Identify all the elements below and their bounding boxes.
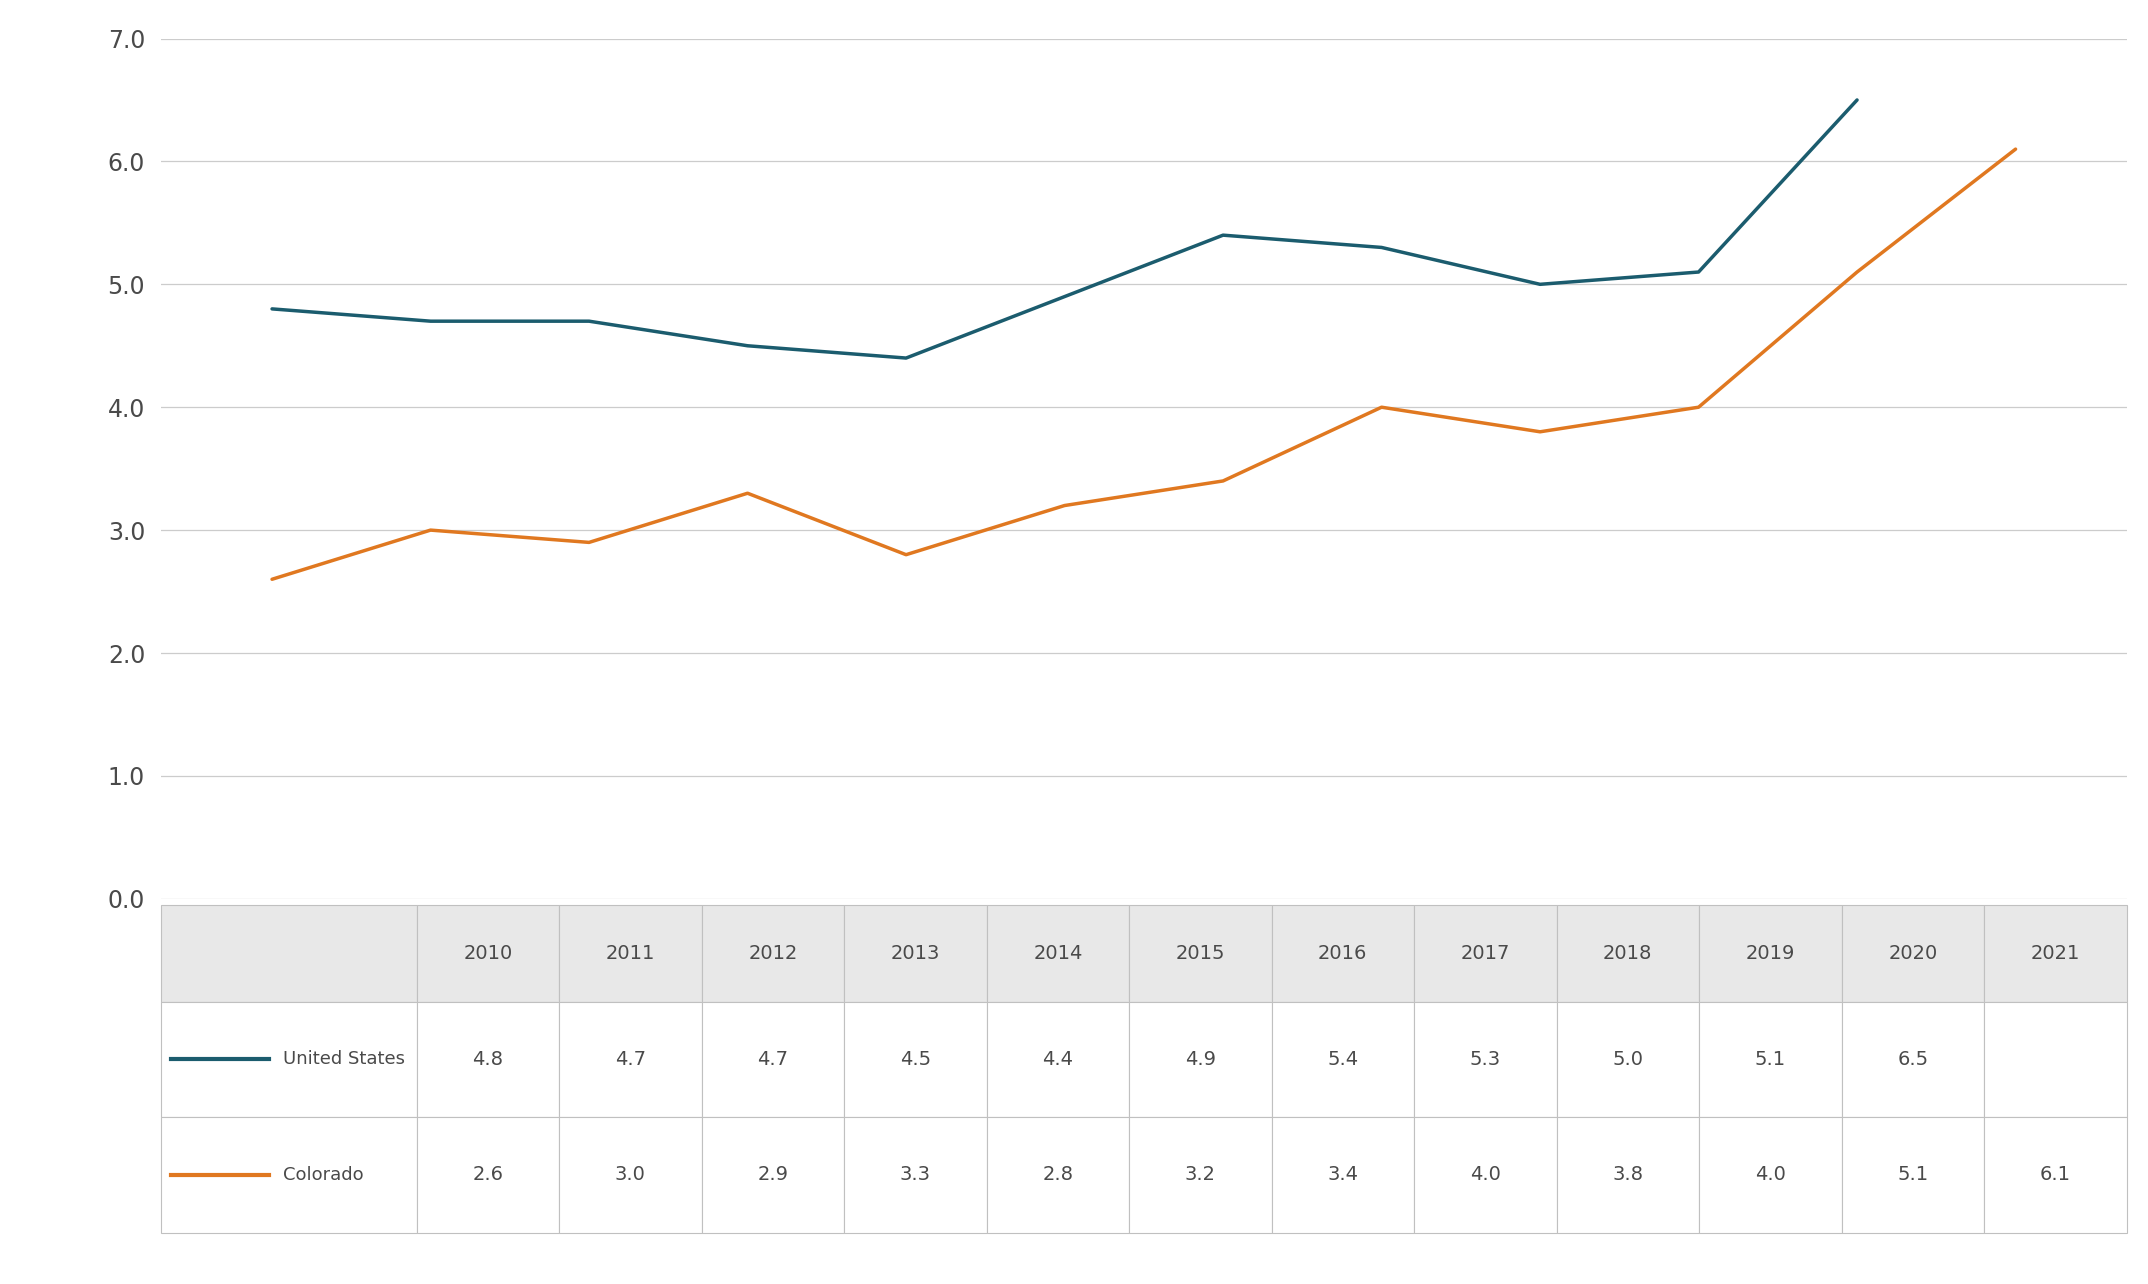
FancyBboxPatch shape xyxy=(1413,1002,1557,1117)
FancyBboxPatch shape xyxy=(1557,1002,1699,1117)
FancyBboxPatch shape xyxy=(702,1117,844,1233)
FancyBboxPatch shape xyxy=(417,905,558,1002)
FancyBboxPatch shape xyxy=(1130,1002,1272,1117)
FancyBboxPatch shape xyxy=(702,905,844,1002)
Text: 2.6: 2.6 xyxy=(473,1166,503,1184)
Text: Colorado: Colorado xyxy=(284,1166,363,1184)
FancyBboxPatch shape xyxy=(1130,905,1272,1002)
Text: 4.5: 4.5 xyxy=(900,1050,930,1068)
FancyBboxPatch shape xyxy=(1557,1117,1699,1233)
Text: 4.7: 4.7 xyxy=(614,1050,647,1068)
Text: 4.9: 4.9 xyxy=(1186,1050,1216,1068)
FancyBboxPatch shape xyxy=(558,1117,702,1233)
FancyBboxPatch shape xyxy=(1841,905,1985,1002)
Text: 3.2: 3.2 xyxy=(1186,1166,1216,1184)
FancyBboxPatch shape xyxy=(417,1002,558,1117)
FancyBboxPatch shape xyxy=(1413,1117,1557,1233)
Text: 3.3: 3.3 xyxy=(900,1166,930,1184)
Text: 5.1: 5.1 xyxy=(1755,1050,1785,1068)
Text: 2019: 2019 xyxy=(1746,944,1796,963)
Text: 2010: 2010 xyxy=(464,944,513,963)
FancyBboxPatch shape xyxy=(417,1117,558,1233)
Text: 2018: 2018 xyxy=(1602,944,1652,963)
Text: 5.0: 5.0 xyxy=(1613,1050,1643,1068)
Text: 5.4: 5.4 xyxy=(1327,1050,1358,1068)
FancyBboxPatch shape xyxy=(1413,905,1557,1002)
Text: 2021: 2021 xyxy=(2030,944,2079,963)
Text: 5.3: 5.3 xyxy=(1469,1050,1501,1068)
FancyBboxPatch shape xyxy=(1841,1117,1985,1233)
FancyBboxPatch shape xyxy=(844,1002,986,1117)
Text: 4.0: 4.0 xyxy=(1469,1166,1501,1184)
Text: 4.7: 4.7 xyxy=(758,1050,788,1068)
Text: 3.0: 3.0 xyxy=(614,1166,647,1184)
Text: 4.8: 4.8 xyxy=(473,1050,503,1068)
Text: 3.4: 3.4 xyxy=(1327,1166,1358,1184)
FancyBboxPatch shape xyxy=(844,1117,986,1233)
FancyBboxPatch shape xyxy=(1557,905,1699,1002)
Text: 2014: 2014 xyxy=(1033,944,1083,963)
FancyBboxPatch shape xyxy=(1130,1117,1272,1233)
FancyBboxPatch shape xyxy=(161,905,417,1002)
FancyBboxPatch shape xyxy=(558,905,702,1002)
Text: 4.4: 4.4 xyxy=(1042,1050,1074,1068)
FancyBboxPatch shape xyxy=(1272,1117,1413,1233)
Text: 5.1: 5.1 xyxy=(1897,1166,1929,1184)
FancyBboxPatch shape xyxy=(986,905,1130,1002)
FancyBboxPatch shape xyxy=(1985,1117,2127,1233)
Text: 2020: 2020 xyxy=(1888,944,1937,963)
Text: 4.0: 4.0 xyxy=(1755,1166,1785,1184)
Text: 2012: 2012 xyxy=(748,944,797,963)
FancyBboxPatch shape xyxy=(1699,1117,1841,1233)
Text: 2013: 2013 xyxy=(891,944,941,963)
FancyBboxPatch shape xyxy=(1699,1002,1841,1117)
FancyBboxPatch shape xyxy=(1272,1002,1413,1117)
Text: 2.8: 2.8 xyxy=(1042,1166,1074,1184)
FancyBboxPatch shape xyxy=(1985,1002,2127,1117)
Text: 2011: 2011 xyxy=(606,944,655,963)
FancyBboxPatch shape xyxy=(1699,905,1841,1002)
FancyBboxPatch shape xyxy=(986,1117,1130,1233)
FancyBboxPatch shape xyxy=(558,1002,702,1117)
FancyBboxPatch shape xyxy=(702,1002,844,1117)
FancyBboxPatch shape xyxy=(1841,1002,1985,1117)
Text: 6.5: 6.5 xyxy=(1897,1050,1929,1068)
FancyBboxPatch shape xyxy=(844,905,986,1002)
Text: 2017: 2017 xyxy=(1461,944,1510,963)
FancyBboxPatch shape xyxy=(1985,905,2127,1002)
Text: United States: United States xyxy=(284,1050,406,1068)
FancyBboxPatch shape xyxy=(161,1002,417,1117)
Text: 6.1: 6.1 xyxy=(2041,1166,2071,1184)
Text: 3.8: 3.8 xyxy=(1613,1166,1643,1184)
Text: 2.9: 2.9 xyxy=(758,1166,788,1184)
FancyBboxPatch shape xyxy=(1272,905,1413,1002)
Text: 2016: 2016 xyxy=(1319,944,1368,963)
Text: 2015: 2015 xyxy=(1175,944,1224,963)
FancyBboxPatch shape xyxy=(161,1117,417,1233)
FancyBboxPatch shape xyxy=(986,1002,1130,1117)
